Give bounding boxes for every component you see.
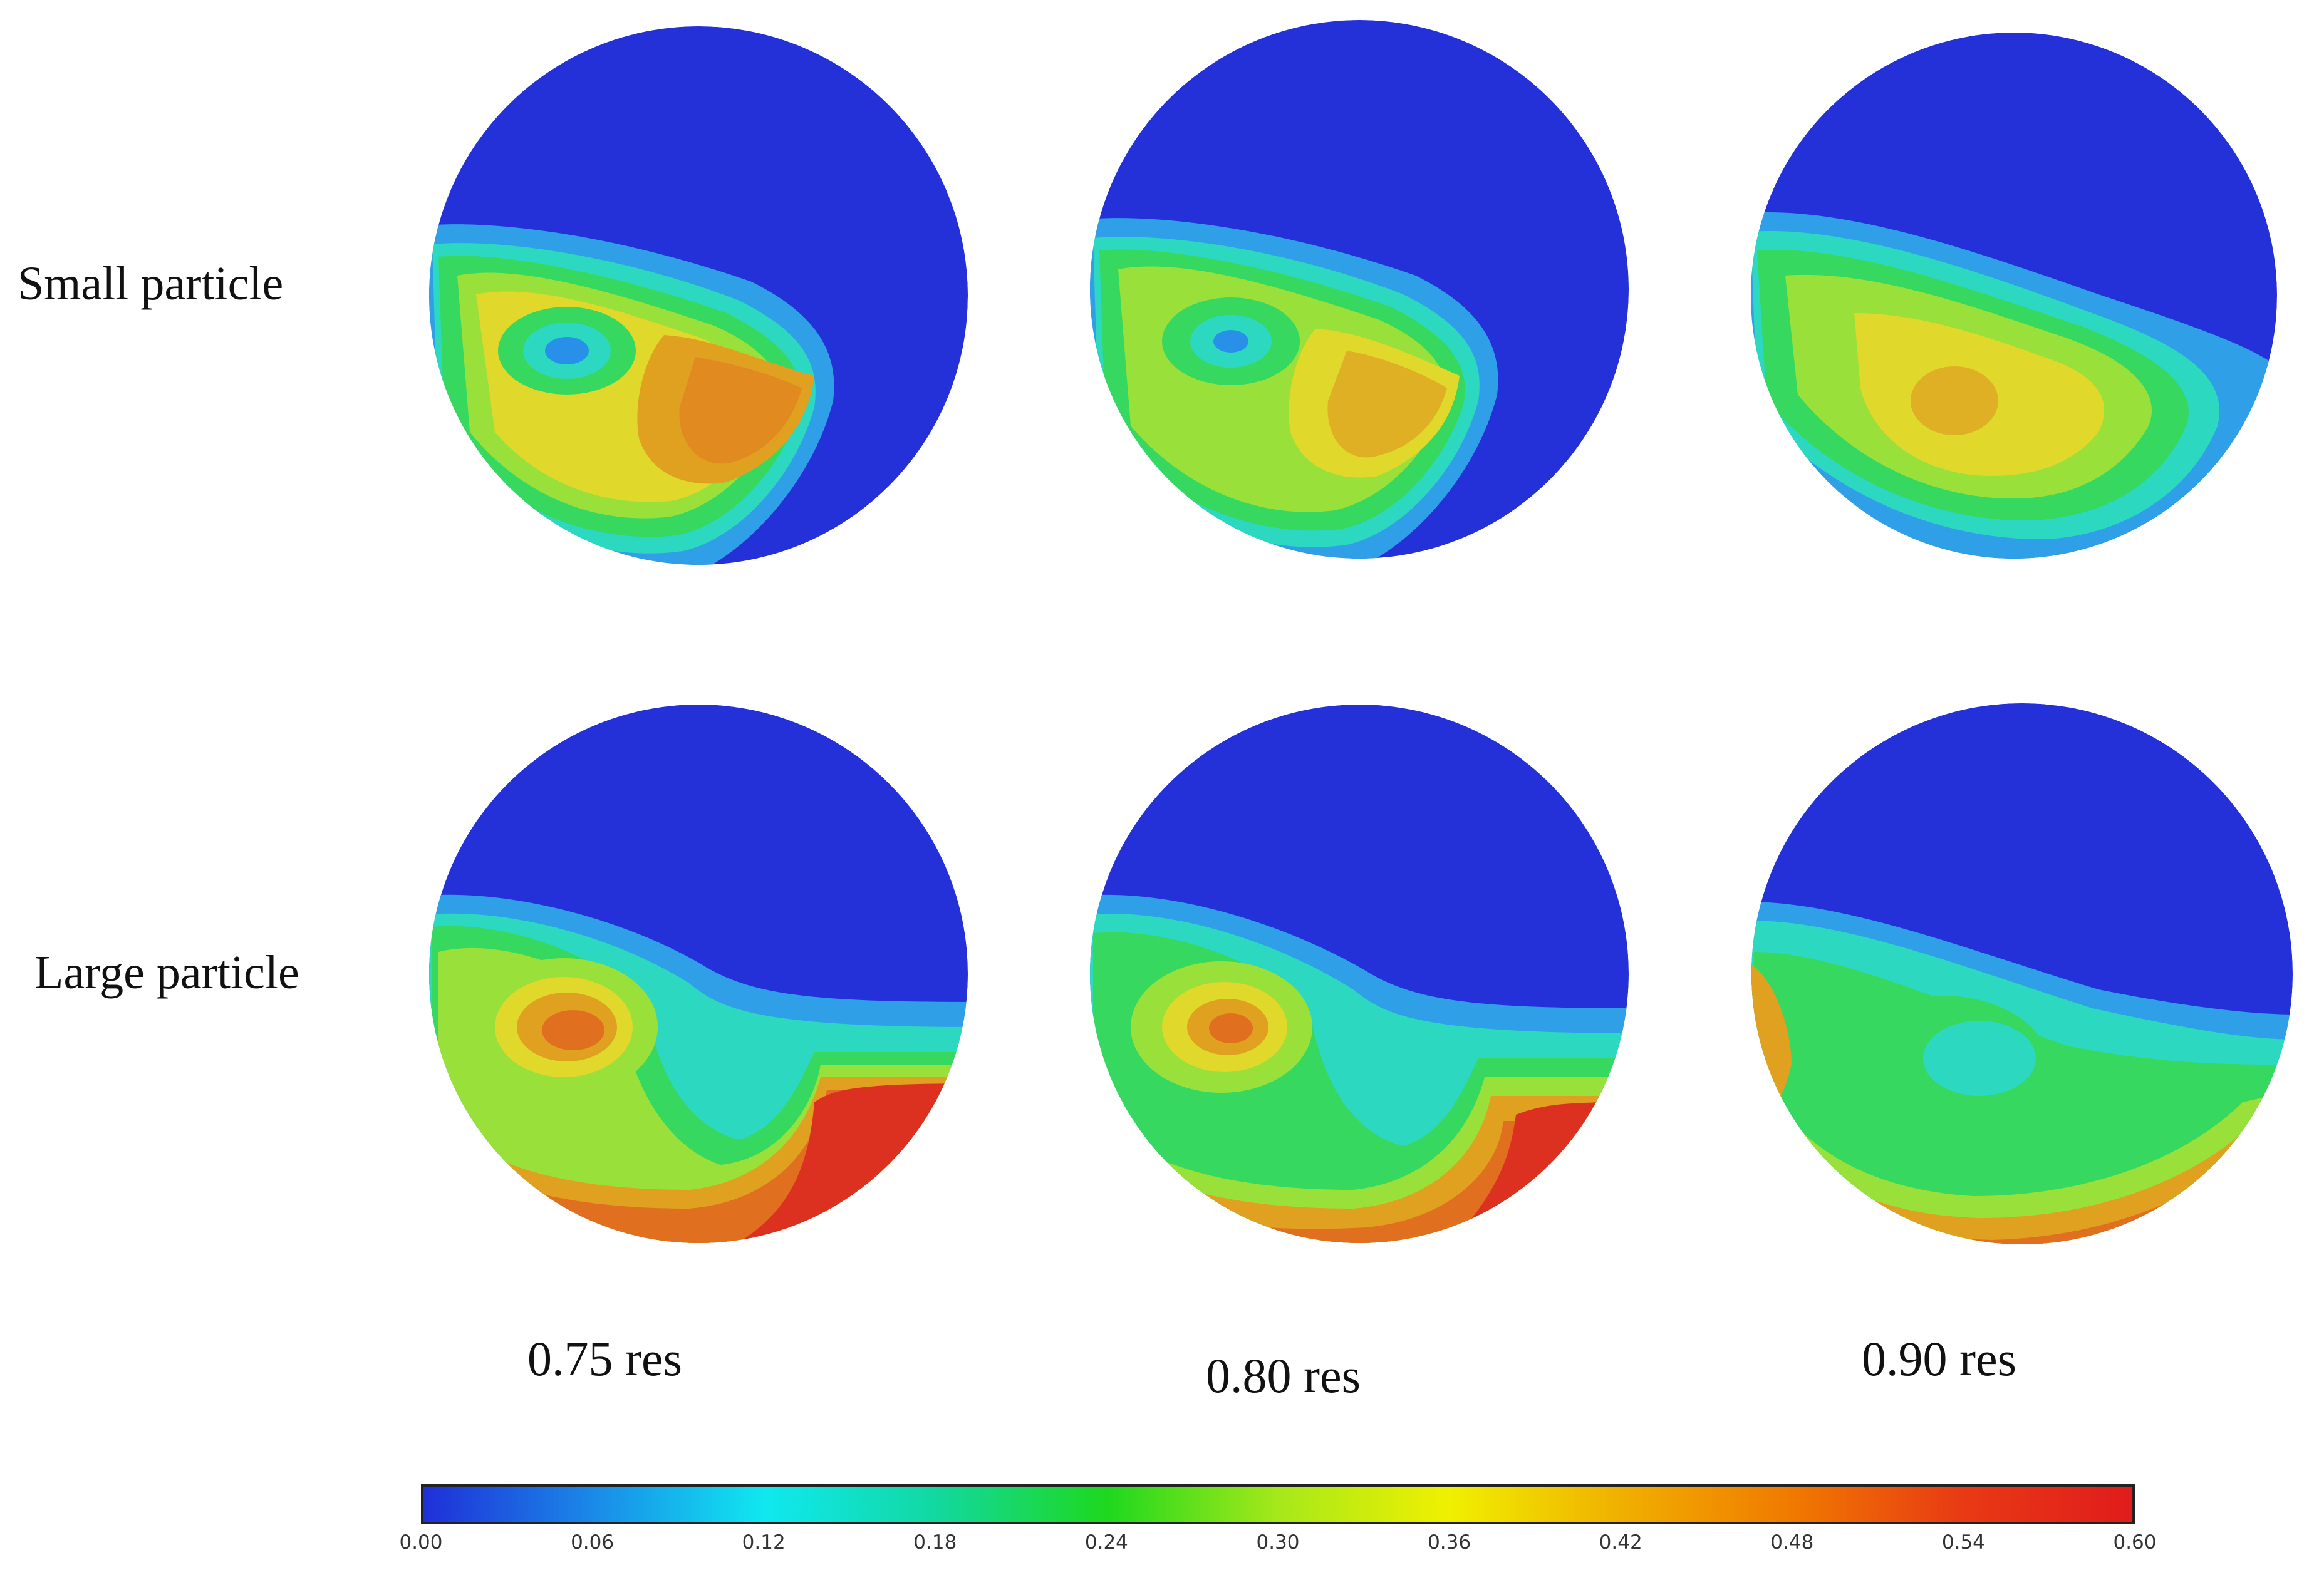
colorbar-tick-3: 0.18 bbox=[913, 1531, 957, 1554]
colorbar-tick-5: 0.30 bbox=[1256, 1531, 1300, 1554]
row-label-large-particle: Large particle bbox=[34, 946, 299, 999]
colorbar-tick-9: 0.54 bbox=[1941, 1531, 1985, 1554]
column-label-080: 0.80 res bbox=[1206, 1348, 1361, 1403]
colorbar-ticks: 0.00 0.06 0.12 0.18 0.24 0.30 0.36 0.42 0.48 0.54… bbox=[0, 1531, 2324, 1569]
contour-panels bbox=[429, 20, 2293, 1244]
colorbar-tick-8: 0.48 bbox=[1770, 1531, 1814, 1554]
colorbar-tick-1: 0.06 bbox=[571, 1531, 615, 1554]
colorbar-tick-4: 0.24 bbox=[1084, 1531, 1128, 1554]
colorbar-tick-0: 0.00 bbox=[399, 1531, 443, 1554]
panel-small-075 bbox=[429, 26, 968, 565]
column-label-075: 0.75 res bbox=[527, 1331, 682, 1386]
colorbar-gradient bbox=[421, 1484, 2135, 1524]
panel-large-075 bbox=[429, 705, 968, 1243]
colorbar-tick-7: 0.42 bbox=[1599, 1531, 1642, 1554]
colorbar bbox=[421, 1484, 2135, 1524]
panel-large-090 bbox=[1751, 703, 2293, 1244]
colorbar-tick-2: 0.12 bbox=[742, 1531, 786, 1554]
colorbar-tick-6: 0.36 bbox=[1428, 1531, 1471, 1554]
colorbar-tick-10: 0.60 bbox=[2113, 1531, 2157, 1554]
panel-small-090 bbox=[1751, 33, 2277, 559]
column-label-090: 0.90 res bbox=[1862, 1331, 2016, 1386]
row-label-small-particle: Small particle bbox=[18, 257, 284, 310]
panel-large-080 bbox=[1090, 705, 1629, 1243]
panel-small-080 bbox=[1090, 20, 1629, 559]
